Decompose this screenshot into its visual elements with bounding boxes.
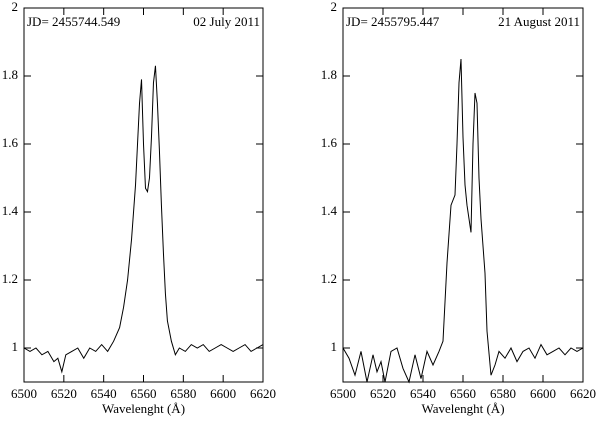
y-tick-label: 1.6 <box>321 135 338 150</box>
x-tick-label: 6520 <box>370 386 396 401</box>
y-tick-label: 1.6 <box>2 135 19 150</box>
y-tick-label: 1.4 <box>2 203 19 218</box>
annotation: JD= 2455795.447 <box>346 14 440 29</box>
x-tick-label: 6600 <box>210 386 236 401</box>
spectrum-line <box>23 65 264 374</box>
plot-frame <box>23 7 264 383</box>
annotation: 02 July 2011 <box>193 14 260 29</box>
y-tick-label: 2 <box>12 0 19 14</box>
x-tick-label: 6540 <box>91 386 117 401</box>
y-tick-label: 2 <box>331 0 338 14</box>
y-tick-label: 1 <box>12 339 19 354</box>
x-tick-label: 6540 <box>410 386 436 401</box>
x-tick-label: 6580 <box>490 386 516 401</box>
plot-frame <box>342 7 584 383</box>
x-tick-label: 6500 <box>11 386 37 401</box>
y-tick-label: 1.8 <box>321 67 337 82</box>
y-tick-label: 1.2 <box>321 271 337 286</box>
y-tick-label: 1.4 <box>321 203 338 218</box>
y-tick-label: 1.2 <box>2 271 18 286</box>
x-axis-label: Wavelenght (Å) <box>102 401 185 416</box>
annotation: JD= 2455744.549 <box>27 14 120 29</box>
x-tick-label: 6620 <box>570 386 596 401</box>
annotation: 21 August 2011 <box>498 14 580 29</box>
y-tick-label: 1.8 <box>2 67 18 82</box>
x-tick-label: 6600 <box>530 386 556 401</box>
x-tick-label: 6560 <box>450 386 476 401</box>
x-tick-label: 6520 <box>51 386 77 401</box>
x-tick-label: 6580 <box>170 386 196 401</box>
spectrum-line <box>342 58 584 384</box>
x-tick-label: 6560 <box>131 386 157 401</box>
x-tick-label: 6500 <box>330 386 356 401</box>
x-tick-label: 6620 <box>250 386 276 401</box>
x-axis-label: Wavelenght (Å) <box>421 401 504 416</box>
y-tick-label: 1 <box>331 339 338 354</box>
